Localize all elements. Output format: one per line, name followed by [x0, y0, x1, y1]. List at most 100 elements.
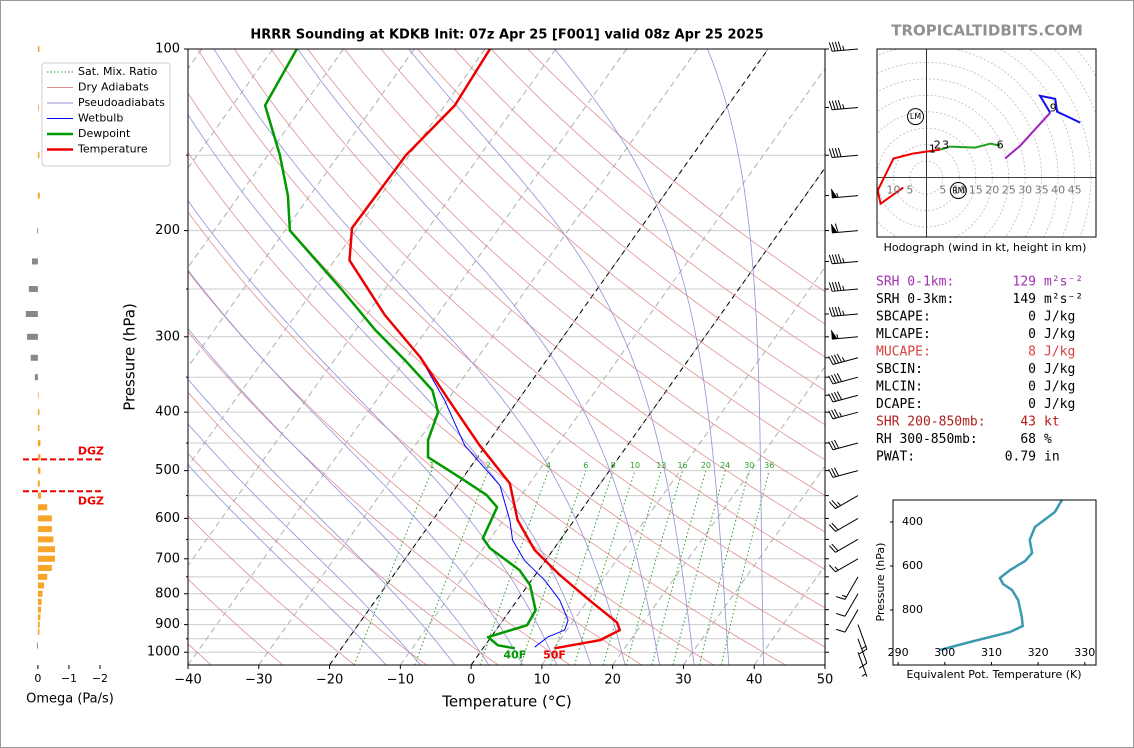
pseudoadiabat [554, 49, 730, 665]
stat-unit: m²s⁻² [1044, 292, 1083, 307]
omega-bar [30, 354, 38, 361]
mixing-ratio-line [602, 470, 662, 665]
pseudoadiabat [188, 269, 524, 665]
dry-adiabat [490, 49, 825, 325]
hodograph-trace [877, 148, 941, 206]
isotherm [188, 49, 274, 169]
mixing-ratio-line [672, 470, 726, 665]
legend-label: Wetbulb [78, 112, 123, 125]
omega-bar [37, 440, 41, 447]
omega-bar [37, 564, 52, 571]
isotherm [188, 49, 415, 368]
y-tick-label: 800 [902, 603, 923, 616]
storm-motion-label: LM [910, 112, 921, 121]
wind-barb [828, 306, 859, 317]
pseudoadiabat [213, 49, 626, 665]
omega-bar [37, 454, 41, 461]
mixing-ratio-label: 8 [611, 461, 616, 470]
plot-frame [187, 48, 826, 666]
y-tick-label: 600 [902, 559, 923, 572]
barb-staff [857, 652, 868, 677]
stat-value: 129 [1013, 275, 1036, 290]
y-axis-label: Pressure (hPa) [874, 543, 887, 622]
hodograph-tick-label: 35 [1035, 184, 1049, 197]
stat-value: 0 [1028, 327, 1036, 342]
dry-adiabat [417, 49, 825, 391]
wind-barb [828, 517, 859, 532]
omega-bar [37, 467, 41, 474]
omega-bar [37, 227, 39, 234]
wind-barb [828, 373, 859, 385]
mixing-ratio-line [651, 470, 707, 665]
barb-staff [836, 576, 859, 600]
hodograph-tick-label: 20 [985, 184, 999, 197]
pseudoadiabat [188, 464, 387, 665]
omega-bar [37, 152, 40, 159]
barb-pennant [830, 222, 838, 234]
omega-bar [25, 311, 38, 318]
dry-adiabat [307, 49, 825, 496]
legend-label: Temperature [77, 143, 148, 156]
watermark: TROPICALTIDBITS.COM [891, 22, 1083, 40]
omega-bar [37, 504, 48, 511]
dry-adiabat [380, 49, 825, 426]
isotherm [188, 49, 486, 468]
omega-bar [37, 192, 40, 199]
omega-bar [37, 573, 48, 580]
mixing-ratio-line [720, 470, 770, 665]
stat-unit: J/kg [1044, 362, 1075, 377]
wind-barb [830, 329, 859, 340]
mixing-ratio-line [625, 470, 684, 665]
barb-staff [828, 281, 859, 292]
mixing-ratio-label: 4 [546, 461, 551, 470]
dry-adiabat [188, 391, 499, 665]
stat-unit: J/kg [1044, 380, 1075, 395]
stat-value: 68 [1020, 432, 1036, 447]
wind-barb [828, 41, 859, 52]
barb-staff [828, 391, 859, 403]
x-tick-label: 330 [1074, 646, 1095, 659]
x-tick-label: −40 [174, 673, 201, 688]
x-tick-label: 290 [888, 646, 909, 659]
y-axis-label: Pressure (hPa) [121, 303, 139, 411]
chart-title: HRRR Sounding at KDKB Init: 07z Apr 25 [… [250, 28, 763, 43]
pseudoadiabat [297, 49, 660, 665]
profile-line [263, 49, 537, 650]
y-tick-label: 800 [155, 586, 180, 601]
barb-staff [836, 593, 859, 617]
wind-barb [828, 495, 859, 510]
hodograph-plot [877, 49, 1096, 237]
barb-staff [828, 253, 859, 265]
barb-staff [828, 41, 859, 52]
hodograph-tick-label: 15 [969, 184, 983, 197]
hodograph-trace [1037, 94, 1081, 124]
stat-label: SBCAPE: [876, 310, 931, 325]
pseudoadiabat [188, 327, 490, 665]
dry-adiabat [454, 49, 825, 358]
omega-bar [37, 515, 52, 522]
wind-barb [836, 576, 859, 600]
stat-value: 0 [1028, 380, 1036, 395]
stat-unit: m²s⁻² [1044, 275, 1083, 290]
mixing-ratio-line [699, 470, 750, 665]
hodograph-frame [876, 48, 1097, 238]
barb-staff [828, 517, 859, 532]
pseudoadiabat [188, 423, 421, 665]
barb-pennant [830, 187, 838, 199]
barb-staff [828, 467, 859, 478]
omega-bar [37, 392, 39, 399]
stat-value: 0.79 [1005, 450, 1036, 465]
wind-barb [828, 439, 859, 451]
barb-staff [836, 609, 859, 633]
barb-staff [828, 373, 859, 385]
stat-value: 8 [1028, 345, 1036, 360]
wind-barb [828, 558, 859, 573]
wind-barb [836, 609, 859, 633]
mixing-ratio-label: 30 [744, 461, 754, 470]
wind-barb [828, 147, 859, 158]
mixing-ratio-line [574, 470, 636, 665]
omega-bar [37, 104, 39, 111]
x-tick-label: −30 [245, 673, 272, 688]
dry-adiabat [270, 49, 825, 533]
wind-barb [857, 652, 868, 677]
